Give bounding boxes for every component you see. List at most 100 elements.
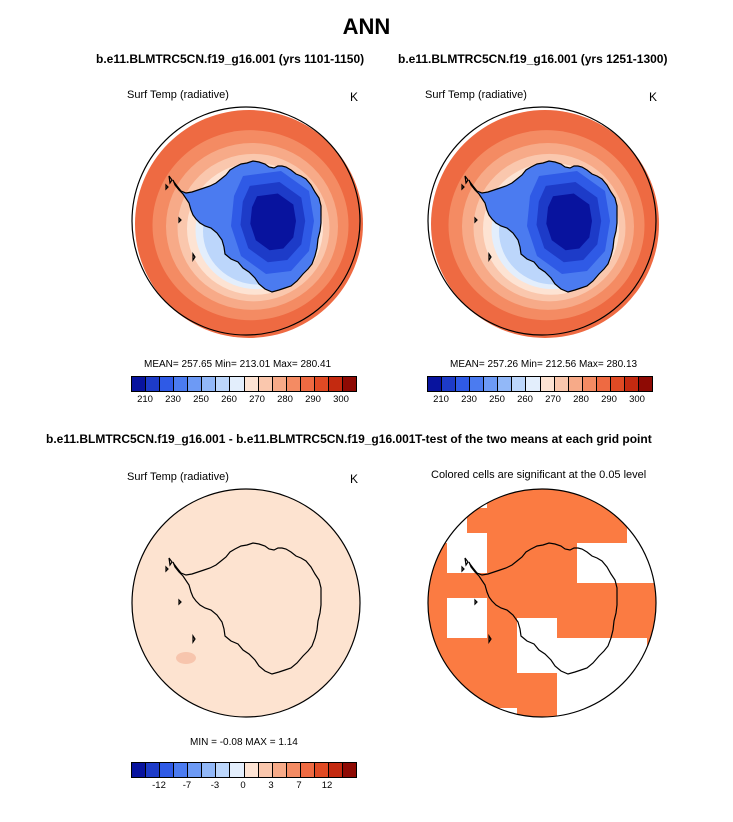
panel-1-temperature-map [131, 106, 363, 338]
colorbar-swatch [638, 377, 652, 391]
non-significant-block [577, 543, 656, 583]
colorbar-swatch [300, 763, 315, 777]
significant-cell-block [457, 648, 517, 708]
colorbar-swatch [258, 763, 273, 777]
colorbar-tick-label: 12 [321, 780, 333, 791]
non-significant-block [517, 618, 557, 673]
colorbar-tick-label: 290 [601, 394, 617, 405]
colorbar-swatch [132, 763, 147, 777]
colorbar-swatch [202, 763, 217, 777]
significant-cell-block [517, 673, 557, 717]
panel-3-variable-label: Surf Temp (radiative) [127, 471, 229, 483]
difference-field [132, 489, 360, 717]
panel-2-colorbar-ticks: 210 230 250 260 270 280 290 300 [427, 394, 653, 406]
colorbar-swatch [258, 377, 273, 391]
colorbar-tick-label: 210 [433, 394, 449, 405]
colorbar-swatch [174, 377, 189, 391]
colorbar-swatch [610, 377, 625, 391]
colorbar-swatch [216, 377, 231, 391]
panel-3-colorbar [131, 762, 357, 778]
colorbar-swatch [484, 377, 499, 391]
page-title: ANN [342, 14, 391, 39]
colorbar-swatch [286, 763, 301, 777]
panel-1-variable-label: Surf Temp (radiative) [127, 89, 229, 101]
colorbar-swatch [230, 763, 245, 777]
colorbar-swatch [272, 763, 287, 777]
colorbar-tick-label: 270 [545, 394, 561, 405]
panel-2-colorbar [427, 376, 653, 392]
map-boundary [427, 488, 657, 718]
temperature-contours [135, 110, 363, 338]
colorbar-swatch [342, 763, 356, 777]
panel-3-title: b.e11.BLMTRC5CN.f19_g16.001 - b.e11.BLMT… [46, 432, 416, 446]
colorbar-swatch [554, 377, 569, 391]
colorbar-tick-label: 260 [517, 394, 533, 405]
non-significant-block [557, 638, 647, 717]
colorbar-swatch [174, 763, 189, 777]
antarctica-coastline [461, 160, 618, 293]
colorbar-tick-label: 290 [305, 394, 321, 405]
panel-3-difference-map [131, 488, 361, 718]
antarctica-coastline [165, 542, 322, 675]
colorbar-tick-label: 270 [249, 394, 265, 405]
colorbar-swatch [314, 763, 329, 777]
significant-cell-block [487, 489, 627, 543]
panel-2-units-label: K [649, 90, 658, 104]
panel-3-stats: MIN = -0.08 MAX = 1.14 [190, 737, 298, 748]
temperature-contours [431, 110, 659, 338]
panel-4-title: T-test of the two means at each grid poi… [415, 432, 652, 446]
colorbar-swatch [146, 377, 161, 391]
panel-1-stats: MEAN= 257.65 Min= 213.01 Max= 280.41 [144, 359, 332, 370]
colorbar-swatch [498, 377, 513, 391]
colorbar-tick-label: 280 [573, 394, 589, 405]
panel-1-units-label: K [350, 90, 359, 104]
temperature-core-band [250, 193, 296, 251]
antarctica-coastline [165, 160, 322, 293]
colorbar-swatch [328, 763, 343, 777]
panel-1-title: b.e11.BLMTRC5CN.f19_g16.001 (yrs 1101-11… [96, 52, 365, 66]
colorbar-swatch [456, 377, 471, 391]
colorbar-tick-label: -7 [182, 780, 192, 791]
colorbar-swatch [286, 377, 301, 391]
colorbar-swatch [596, 377, 611, 391]
panel-2-title: b.e11.BLMTRC5CN.f19_g16.001 (yrs 1251-13… [398, 52, 668, 66]
colorbar-swatch [244, 763, 259, 777]
colorbar-swatch [624, 377, 639, 391]
colorbar-swatch [428, 377, 443, 391]
colorbar-swatch [314, 377, 329, 391]
colorbar-tick-label: 280 [277, 394, 293, 405]
antarctica-coastline [461, 542, 618, 675]
panel-4-significance-map [427, 488, 657, 718]
significant-cell-block [577, 608, 617, 638]
colorbar-swatch [582, 377, 597, 391]
colorbar-swatch [132, 377, 147, 391]
colorbar-tick-label: 210 [137, 394, 153, 405]
panel-4-subtitle: Colored cells are significant at the 0.0… [431, 469, 647, 481]
non-significant-block [447, 598, 487, 638]
panel-2-stats: MEAN= 257.26 Min= 212.56 Max= 280.13 [450, 359, 638, 370]
map-boundary [131, 106, 361, 336]
temperature-core-band [546, 193, 592, 251]
colorbar-swatch [160, 763, 175, 777]
map-boundary [427, 106, 657, 336]
colorbar-tick-label: 300 [629, 394, 645, 405]
colorbar-swatch [442, 377, 457, 391]
panel-3-colorbar-ticks: -12 -7 -3 0 3 7 12 [131, 780, 357, 792]
non-significant-block [447, 533, 487, 573]
panel-1-colorbar-ticks: 210 230 250 260 270 280 290 300 [131, 394, 357, 406]
panel-1-colorbar [131, 376, 357, 392]
colorbar-swatch [470, 377, 485, 391]
colorbar-tick-label: 250 [489, 394, 505, 405]
colorbar-tick-label: 250 [193, 394, 209, 405]
colorbar-swatch [244, 377, 259, 391]
panel-2-variable-label: Surf Temp (radiative) [425, 89, 527, 101]
colorbar-tick-label: 260 [221, 394, 237, 405]
colorbar-tick-label: -3 [210, 780, 220, 791]
colorbar-swatch [342, 377, 356, 391]
colorbar-swatch [272, 377, 287, 391]
colorbar-swatch [188, 377, 203, 391]
colorbar-swatch [568, 377, 583, 391]
colorbar-swatch [328, 377, 343, 391]
panel-3-units-label: K [350, 472, 359, 486]
colorbar-tick-label: 300 [333, 394, 349, 405]
